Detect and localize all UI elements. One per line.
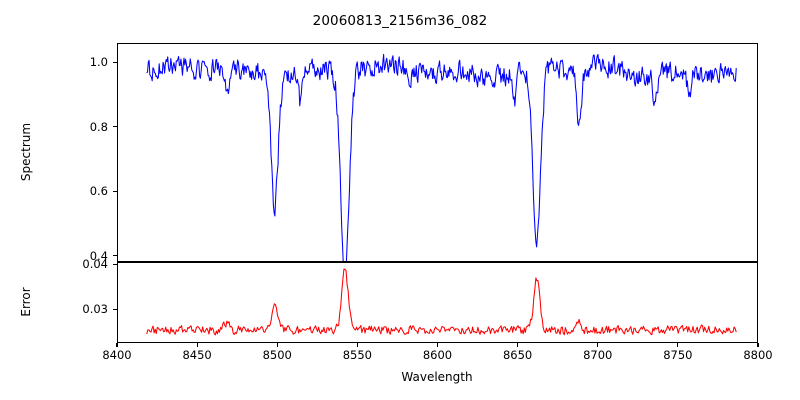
- error-plot-panel: [117, 262, 758, 343]
- y-axis-label-error: Error: [19, 287, 33, 317]
- x-tick-label: 8400: [102, 348, 132, 362]
- figure-title: 20060813_2156m36_082: [312, 13, 488, 29]
- x-tick-label: 8650: [502, 348, 533, 362]
- y-tick-spectrum: [113, 255, 117, 257]
- x-tick: [116, 343, 118, 347]
- x-tick-label: 8550: [342, 348, 373, 362]
- y-tick-label-error: 0.03: [82, 302, 108, 317]
- spectrum-plot-panel: [117, 43, 758, 262]
- x-tick: [597, 343, 599, 347]
- y-tick-error: [113, 308, 117, 310]
- x-tick: [436, 343, 439, 347]
- spectrum-line-series: [118, 44, 757, 261]
- x-tick: [677, 343, 679, 347]
- y-tick-error: [113, 263, 117, 265]
- y-tick-spectrum: [113, 61, 117, 63]
- y-tick-label-spectrum: 0.6: [89, 184, 108, 199]
- y-tick-spectrum: [113, 190, 117, 192]
- x-tick: [757, 343, 759, 347]
- error-line-series: [118, 263, 757, 342]
- x-tick-label: 8600: [422, 348, 453, 362]
- x-tick-label: 8800: [743, 348, 773, 362]
- x-tick: [196, 343, 198, 347]
- y-tick-spectrum: [113, 126, 117, 128]
- x-tick: [356, 343, 358, 347]
- y-tick-label-error: 0.04: [82, 257, 108, 272]
- x-tick-label: 8750: [663, 348, 693, 362]
- y-tick-label-spectrum: 0.4: [89, 248, 108, 263]
- x-axis-label: Wavelength: [401, 370, 473, 384]
- x-tick: [517, 343, 519, 347]
- x-tick: [276, 343, 278, 347]
- y-tick-label-spectrum: 1.0: [89, 55, 108, 70]
- y-tick-label-spectrum: 0.8: [89, 119, 108, 134]
- x-tick-label: 8500: [262, 348, 292, 362]
- y-axis-label-spectrum: Spectrum: [19, 122, 33, 182]
- x-tick-label: 8700: [583, 348, 613, 362]
- x-tick-label: 8450: [182, 348, 212, 362]
